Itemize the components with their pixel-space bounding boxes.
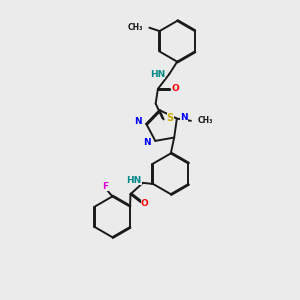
- Text: N: N: [135, 117, 142, 126]
- Text: N: N: [180, 113, 188, 122]
- Text: CH₃: CH₃: [197, 116, 213, 125]
- Text: O: O: [141, 199, 148, 208]
- Text: CH₃: CH₃: [128, 23, 143, 32]
- Text: S: S: [167, 113, 174, 123]
- Text: O: O: [171, 84, 179, 93]
- Text: N: N: [143, 137, 150, 146]
- Text: F: F: [103, 182, 109, 191]
- Text: HN: HN: [150, 70, 165, 79]
- Text: HN: HN: [127, 176, 142, 184]
